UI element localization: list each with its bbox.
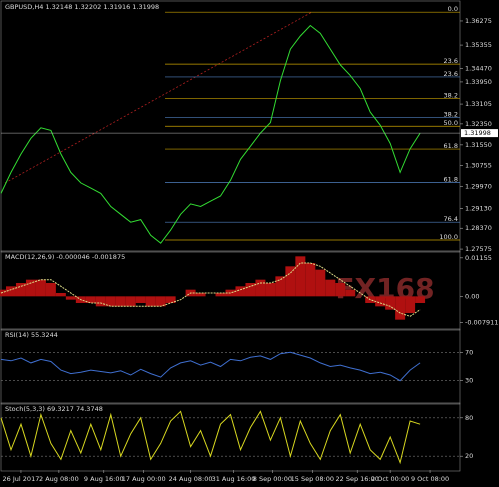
histogram-bar [45,283,56,297]
y-tick-label: 1.27575 [465,245,492,253]
panel-frame [0,328,461,405]
x-tick-label: 8 Sep 00:00 [253,475,292,483]
histogram-bar [15,283,26,297]
histogram-bar [215,293,226,297]
histogram-bar [195,293,206,297]
histogram-bar [95,296,106,307]
histogram-bar [375,296,386,307]
x-tick-label: 26 Jul 2017 [3,475,40,483]
y-tick-label: 1.33950 [465,78,492,86]
histogram-bar [135,296,146,303]
histogram-bar [415,296,426,303]
histogram-bar [335,283,346,297]
histogram-bar [265,283,276,297]
histogram-bar [125,296,136,307]
histogram-bar [65,296,76,300]
y-tick-label: 80 [465,414,473,422]
x-tick-label: 24 Aug 08:00 [169,475,213,483]
panel-title: RSI(14) 55.3244 [5,331,58,339]
fib-label: 0.0 [448,5,458,13]
y-tick-label: 1.35355 [465,41,492,49]
histogram-bar [395,296,406,320]
y-tick-label: 1.29970 [465,182,492,190]
y-tick-label: 1.31550 [465,141,492,149]
histogram-bar [385,296,396,310]
histogram-bar [35,279,46,297]
y-tick-label: 1.30755 [465,162,492,170]
histogram-bar [275,276,286,297]
y-tick-label: 0.01155 [465,254,492,262]
x-tick-label: 2 Oct 00:00 [371,475,409,483]
y-tick-label: 0.00 [465,292,479,300]
y-tick-label: 1.28370 [465,224,492,232]
histogram-bar [405,296,416,313]
fib-label: 100.0 [439,233,458,241]
histogram-bar [235,286,246,297]
histogram-bar [5,286,16,297]
x-tick-label: 2 Aug 08:00 [39,475,79,483]
panel-title: GBPUSD,H4 1.32148 1.32202 1.31916 1.3199… [5,3,159,11]
histogram-bar [85,296,96,303]
current-price-box [461,129,498,138]
fib-label: 50.0 [444,119,458,127]
series-line [0,351,421,382]
fib-label: 23.6 [444,70,458,78]
x-tick-label: 22 Sep 16:00 [336,475,379,483]
fib-label: 23.6 [444,57,458,65]
y-tick-label: 20 [465,452,473,460]
histogram-bar [165,296,176,303]
y-tick-label: 1.29130 [465,204,492,212]
histogram-bar [155,296,166,307]
histogram-bar [0,289,6,297]
fib-label: 76.4 [444,215,458,223]
histogram-bar [305,263,316,297]
y-tick-label: 1.34470 [465,64,492,72]
panel-title: Stoch(5,3,3) 69.3217 74.3748 [5,405,103,413]
y-tick-label: 1.33105 [465,100,492,108]
x-tick-label: 9 Aug 16:00 [84,475,124,483]
x-tick-label: 17 Aug 00:00 [122,475,166,483]
y-tick-label: 70 [465,348,473,356]
y-tick-label: 30 [465,377,473,385]
panel-frame [0,402,461,472]
signal-line [0,262,421,317]
histogram-bar [245,283,256,297]
histogram-bar [315,269,326,297]
histogram-bar [345,289,356,297]
y-tick-label: 1.36275 [465,17,492,25]
series-line [0,24,421,244]
fib-label: 61.8 [444,176,458,184]
histogram-bar [255,279,266,297]
histogram-bar [325,279,336,297]
histogram-bar [55,293,66,297]
histogram-bar [105,296,116,307]
y-tick-label: 1.32350 [465,120,492,128]
series-line [0,410,421,465]
fib-label: 61.8 [444,142,458,150]
trend-line [4,11,313,184]
panel-title: MACD(12,26,9) -0.000046 -0.001875 [5,253,125,261]
histogram-bar [25,279,36,297]
current-price: 1.31998 [464,129,491,137]
histogram-bar [115,296,126,307]
x-tick-label: 31 Aug 16:00 [212,475,256,483]
histogram-bar [285,266,296,297]
x-tick-label: 9 Oct 08:00 [411,475,449,483]
x-tick-label: 15 Sep 08:00 [291,475,334,483]
fib-label: 38.2 [444,110,458,118]
y-tick-label: -0.007911 [465,319,498,327]
histogram-bar [145,296,156,307]
fib-label: 38.2 [444,92,458,100]
histogram-bar [295,256,306,297]
